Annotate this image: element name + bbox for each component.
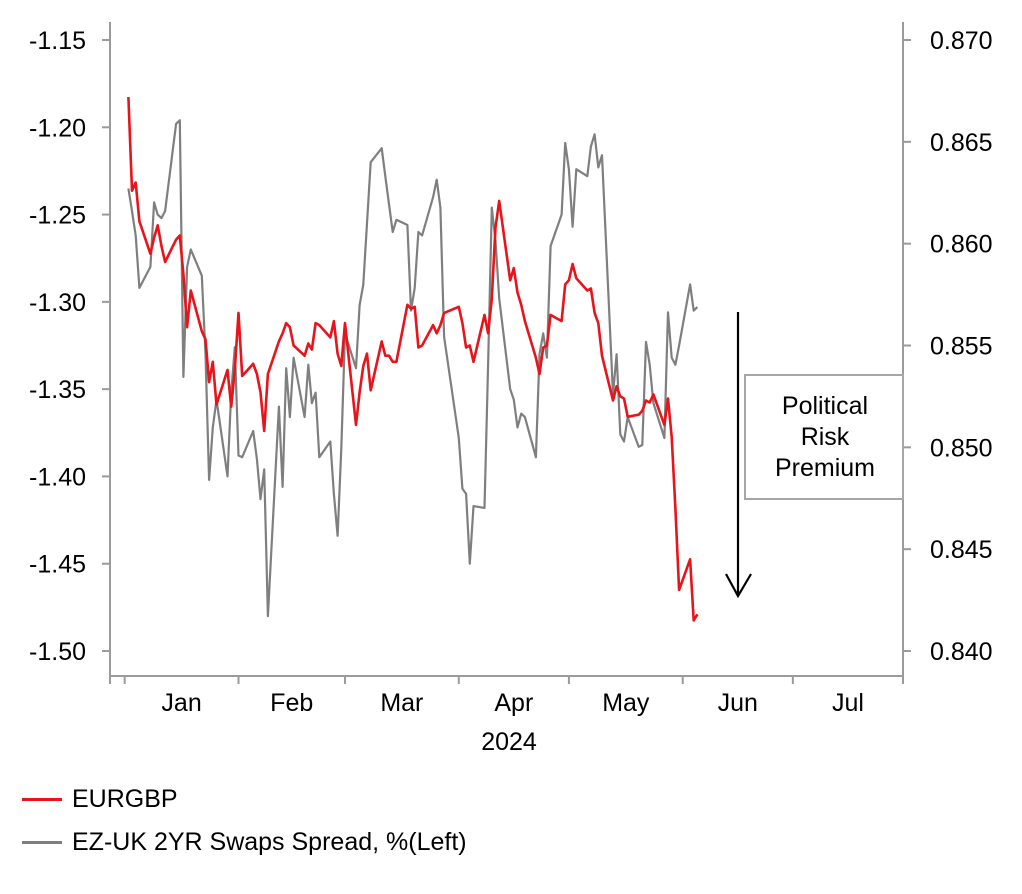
legend-swatch-swaps-spread bbox=[22, 841, 62, 844]
x-tick-label: Jul bbox=[832, 689, 864, 717]
y-left-tick-label: -1.40 bbox=[29, 463, 86, 491]
x-tick-label: Feb bbox=[270, 689, 313, 717]
x-tick-label: Jun bbox=[718, 689, 758, 717]
annotation-text-line: Political bbox=[782, 392, 868, 420]
legend-label-swaps-spread: EZ-UK 2YR Swaps Spread, %(Left) bbox=[72, 828, 467, 856]
annotation-box bbox=[744, 374, 904, 500]
y-left-tick-label: -1.50 bbox=[29, 638, 86, 666]
legend-item-eurgbp: EURGBP bbox=[22, 785, 178, 814]
x-tick-label: Apr bbox=[494, 689, 533, 717]
y-left-tick-label: -1.35 bbox=[29, 376, 86, 404]
y-right-tick-label: 0.865 bbox=[930, 129, 993, 157]
chart-axes: -1.15 -1.20 -1.25 -1.30 -1.35 -1.40 -1.45 -1.50… bbox=[29, 22, 993, 756]
down-arrow-head-icon bbox=[725, 573, 752, 599]
y-right-tick-label: 0.855 bbox=[930, 333, 993, 361]
y-left-tick-label: -1.25 bbox=[29, 202, 86, 230]
y-left-tick-label: -1.20 bbox=[29, 114, 86, 142]
chart-series-group bbox=[127, 96, 699, 622]
legend-item-swaps-spread: EZ-UK 2YR Swaps Spread, %(Left) bbox=[22, 828, 467, 857]
series-line-swaps-spread bbox=[127, 119, 699, 618]
annotation-group: Political Risk Premium bbox=[725, 312, 904, 599]
annotation-text-line: Risk bbox=[801, 423, 850, 451]
y-right-tick-label: 0.870 bbox=[930, 27, 993, 55]
y-right-tick-label: 0.850 bbox=[930, 434, 993, 462]
y-right-tick-label: 0.860 bbox=[930, 231, 993, 259]
y-right-tick-label: 0.845 bbox=[930, 536, 993, 564]
y-right-tick-label: 0.840 bbox=[930, 638, 993, 666]
x-tick-label: Mar bbox=[380, 689, 423, 717]
legend-label-eurgbp: EURGBP bbox=[72, 785, 178, 813]
series-line-eurgbp bbox=[127, 96, 699, 622]
annotation-text-line: Premium bbox=[775, 454, 875, 482]
legend-swatch-eurgbp bbox=[22, 798, 62, 801]
x-tick-label: May bbox=[602, 689, 650, 717]
y-left-tick-label: -1.30 bbox=[29, 289, 86, 317]
y-left-tick-label: -1.15 bbox=[29, 27, 86, 55]
y-left-tick-label: -1.45 bbox=[29, 551, 86, 579]
x-tick-label: Jan bbox=[161, 689, 201, 717]
x-axis-year-label: 2024 bbox=[481, 728, 537, 756]
